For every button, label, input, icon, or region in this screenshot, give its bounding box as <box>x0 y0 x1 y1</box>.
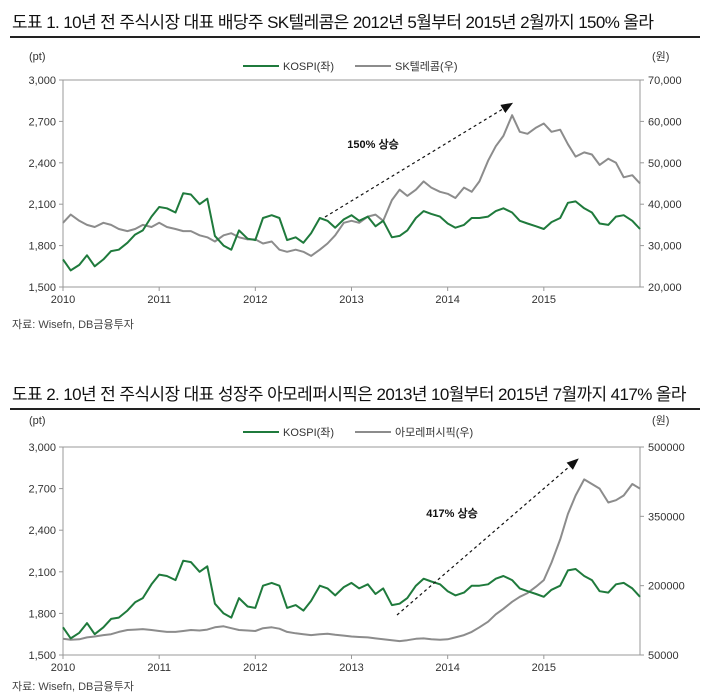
x-tick-label: 2011 <box>147 662 171 674</box>
figure-2-title: 도표 2. 10년 전 주식시장 대표 성장주 아모레퍼시픽은 2013년 10… <box>12 385 687 404</box>
x-tick-label: 2010 <box>51 294 75 306</box>
figure-1: 도표 1. 10년 전 주식시장 대표 배당주 SK텔레콤은 2012년 5월부… <box>0 0 710 340</box>
figure-1-title-rule <box>10 36 700 38</box>
plot-frame <box>62 79 641 288</box>
annotation-label: 417% 상승 <box>426 506 477 520</box>
figure-1-title: 도표 1. 10년 전 주식시장 대표 배당주 SK텔레콤은 2012년 5월부… <box>12 13 654 32</box>
right-axis-unit: (원) <box>652 50 669 63</box>
legend-label: KOSPI(좌) <box>283 60 334 73</box>
x-tick-label: 2015 <box>532 294 556 306</box>
series-line <box>62 114 641 257</box>
left-axis-unit: (pt) <box>29 51 46 63</box>
left-tick-label: 1,800 <box>28 608 56 620</box>
x-tick-label: 2014 <box>435 662 459 674</box>
x-tick-label: 2013 <box>339 662 363 674</box>
x-tick-label: 2010 <box>51 662 75 674</box>
series-line <box>62 478 641 643</box>
right-tick-label: 200000 <box>648 581 685 593</box>
left-tick-label: 1,500 <box>28 282 56 294</box>
left-tick-label: 2,100 <box>28 199 56 211</box>
right-tick-label: 350000 <box>648 511 685 523</box>
right-tick-label: 60,000 <box>648 116 682 128</box>
left-tick-label: 3,000 <box>28 442 56 454</box>
left-tick-label: 2,400 <box>28 525 56 537</box>
left-tick-label: 2,400 <box>28 158 56 170</box>
figure-2-chart: (pt) (원) 1,500 1,800 2,100 2,400 2,700 3,000 500… <box>28 414 685 674</box>
right-tick-label: 70,000 <box>648 75 682 87</box>
figure-1-chart: (pt) (원) 1,500 1,800 2,100 2,400 2,700 3,000 20,… <box>28 50 682 306</box>
annotation-label: 150% 상승 <box>347 137 398 151</box>
left-tick-label: 1,800 <box>28 241 56 253</box>
legend-label: KOSPI(좌) <box>283 426 334 439</box>
left-tick-label: 1,500 <box>28 650 56 662</box>
left-axis-unit: (pt) <box>29 415 46 427</box>
x-tick-label: 2014 <box>435 294 459 306</box>
legend-label: SK텔레콤(우) <box>395 60 457 73</box>
x-tick-label: 2012 <box>243 662 267 674</box>
series-line <box>62 559 641 640</box>
right-axis-unit: (원) <box>652 414 669 427</box>
figure-2: 도표 2. 10년 전 주식시장 대표 성장주 아모레퍼시픽은 2013년 10… <box>0 372 710 698</box>
left-tick-label: 3,000 <box>28 75 56 87</box>
left-tick-label: 2,100 <box>28 567 56 579</box>
figure-2-source: 자료: Wisefn, DB금융투자 <box>12 681 134 693</box>
right-tick-label: 20,000 <box>648 282 682 294</box>
left-tick-label: 2,700 <box>28 484 56 496</box>
x-tick-label: 2012 <box>243 294 267 306</box>
right-tick-label: 500000 <box>648 442 685 454</box>
right-tick-label: 40,000 <box>648 199 682 211</box>
series-line <box>62 192 641 272</box>
left-tick-label: 2,700 <box>28 116 56 128</box>
right-tick-label: 30,000 <box>648 241 682 253</box>
legend-label: 아모레퍼시픽(우) <box>395 426 473 439</box>
plot-frame <box>62 446 641 656</box>
x-tick-label: 2013 <box>339 294 363 306</box>
right-tick-label: 50000 <box>648 650 679 662</box>
x-tick-label: 2011 <box>147 294 171 306</box>
figure-1-source: 자료: Wisefn, DB금융투자 <box>12 319 134 331</box>
figure-2-title-rule <box>10 408 700 410</box>
right-tick-label: 50,000 <box>648 158 682 170</box>
trend-arrow <box>324 102 514 218</box>
x-tick-label: 2015 <box>532 662 556 674</box>
